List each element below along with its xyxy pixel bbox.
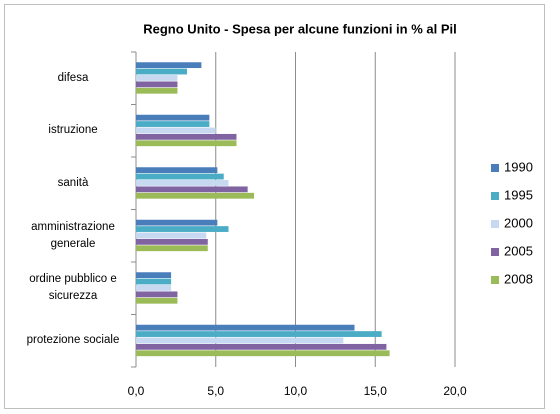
bar [136,350,390,357]
bar [136,343,387,350]
x-tick-label: 15,0 [364,384,388,398]
bar [136,68,188,75]
bar [136,186,248,193]
bar [136,180,229,186]
bar [136,272,172,279]
chart-title: Regno Unito - Spesa per alcune funzioni … [143,21,456,36]
legend-swatch [491,164,499,172]
y-tick-label: protezione sociale [26,334,120,347]
bar [136,114,210,121]
bar [136,192,255,199]
bar [136,232,207,239]
legend-label: 2008 [504,271,533,286]
legend-swatch [491,220,499,228]
bar [136,81,178,88]
legend-label: 1990 [504,159,533,174]
bar [136,219,218,226]
bar [136,285,172,291]
bar [136,337,344,344]
bar [136,297,178,304]
legend-swatch [491,192,499,200]
bar [136,278,172,285]
bar [136,62,202,69]
legend-label: 2005 [504,243,533,258]
y-tick-label: ordine pubblico e sicurezza [29,273,117,303]
legend-swatch [491,248,499,256]
x-tick-label: 5,0 [207,384,224,398]
bar [136,167,218,174]
y-tick-label: istruzione [48,124,98,137]
legend-label: 2000 [504,215,533,230]
x-tick-label: 20,0 [443,384,467,398]
bar [136,140,237,147]
bar [136,226,229,232]
bar [136,291,178,298]
bar [136,173,224,180]
x-tick-label: 0,0 [128,384,145,398]
bar [136,238,208,245]
bar [136,127,216,134]
bar [136,331,382,337]
bar [136,75,178,81]
x-tick-label: 10,0 [284,384,308,398]
legend-label: 1995 [504,187,533,202]
bar [136,324,355,331]
y-tick-label: amministrazione generale [31,220,115,250]
bar [136,245,208,252]
bar [136,121,210,127]
bar [136,87,178,94]
bar [136,133,237,140]
y-tick-label: sanità [57,176,89,189]
y-tick-label: difesa [57,71,89,84]
legend-swatch [491,276,499,284]
